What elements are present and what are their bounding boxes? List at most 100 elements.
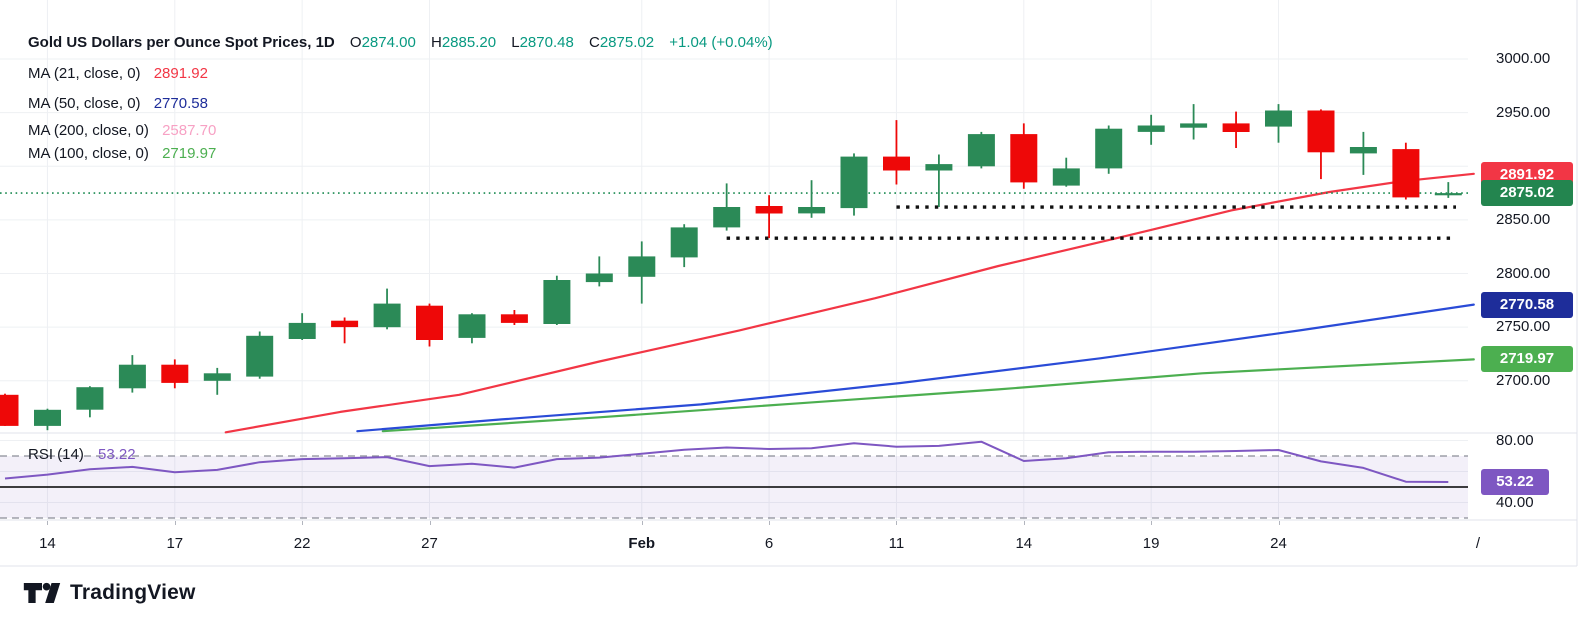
time-axis-tick bbox=[1151, 521, 1153, 525]
candle-body bbox=[0, 394, 19, 426]
ma21-legend-row[interactable]: MA (21, close, 0) 2891.92 bbox=[28, 64, 208, 84]
time-axis-label: 11 bbox=[888, 535, 905, 552]
ma-line-ma50 bbox=[356, 303, 1475, 433]
candle-body bbox=[1307, 110, 1335, 153]
high-value: 2885.20 bbox=[441, 34, 497, 51]
time-axis-tick bbox=[174, 521, 176, 525]
ma50-legend-row[interactable]: MA (50, close, 0) 2770.58 bbox=[28, 94, 208, 114]
low-label: L bbox=[511, 34, 520, 51]
candle-body bbox=[713, 207, 741, 228]
candle-body bbox=[500, 314, 528, 323]
tradingview-logo-text: TradingView bbox=[70, 581, 196, 604]
open-label: O bbox=[349, 34, 362, 51]
candle-body bbox=[883, 156, 910, 171]
time-axis-label: / bbox=[1475, 535, 1481, 552]
tradingview-logo-icon bbox=[23, 582, 61, 603]
candle-body bbox=[246, 335, 274, 377]
ma200-label: MA (200, close, 0) bbox=[28, 122, 149, 139]
ma200-value: 2587.70 bbox=[162, 122, 217, 139]
high-label: H bbox=[431, 34, 442, 51]
candle-body bbox=[543, 280, 571, 324]
time-axis-tick bbox=[769, 521, 771, 525]
candle-body bbox=[840, 156, 868, 209]
time-axis-label: 27 bbox=[421, 535, 438, 552]
candle-body bbox=[1349, 147, 1377, 154]
candle-body bbox=[373, 303, 401, 328]
candle-body bbox=[670, 227, 698, 258]
rsi-axis-label: 80.00 bbox=[1496, 431, 1534, 449]
candle-body bbox=[798, 207, 826, 214]
ma-line-ma100 bbox=[381, 358, 1475, 433]
rsi-value: 53.22 bbox=[98, 446, 136, 463]
candle-body bbox=[585, 273, 613, 283]
price-axis-label: 2800.00 bbox=[1496, 264, 1551, 282]
time-axis-label: 22 bbox=[293, 535, 311, 552]
ma21-value: 2891.92 bbox=[153, 65, 208, 82]
time-axis-label: Feb bbox=[628, 535, 656, 552]
price-axis-label: 3000.00 bbox=[1496, 50, 1551, 67]
candle-body bbox=[967, 134, 995, 167]
candle-body bbox=[203, 373, 231, 381]
ma50-label: MA (50, close, 0) bbox=[28, 95, 141, 112]
tradingview-logo[interactable]: TradingView bbox=[22, 579, 196, 607]
low-value: 2870.48 bbox=[519, 34, 574, 51]
candle-body bbox=[1095, 128, 1123, 169]
ma50-value: 2770.58 bbox=[153, 95, 208, 112]
candle-body bbox=[34, 409, 61, 426]
price-axis-label: 2850.00 bbox=[1496, 210, 1551, 228]
candle-body bbox=[1052, 168, 1080, 186]
change-value: +1.04 (+0.04%) bbox=[669, 34, 773, 51]
candles-layer bbox=[0, 104, 1462, 431]
time-axis-tick bbox=[302, 521, 304, 525]
candle-body bbox=[1222, 123, 1250, 132]
time-axis-tick bbox=[1023, 521, 1025, 525]
price-axis-label: 2700.00 bbox=[1496, 371, 1551, 389]
time-axis-label: 17 bbox=[166, 535, 184, 552]
ma200-legend-row[interactable]: MA (200, close, 0) 2587.70 bbox=[28, 121, 216, 141]
chart-canvas[interactable] bbox=[0, 0, 1592, 568]
candle-body bbox=[161, 364, 189, 383]
candle-body bbox=[925, 164, 953, 171]
time-axis-tick bbox=[1278, 521, 1280, 525]
price-axis-label: 2950.00 bbox=[1496, 103, 1551, 121]
candle-body bbox=[1010, 134, 1038, 183]
ma100-value: 2719.97 bbox=[162, 145, 217, 162]
close-value: 2875.02 bbox=[599, 34, 655, 51]
symbol-legend-row[interactable]: Gold US Dollars per Ounce Spot Prices, 1… bbox=[28, 33, 773, 53]
time-axis-tick bbox=[47, 521, 49, 525]
close-label: C bbox=[589, 34, 600, 51]
rsi-axis-label: 40.00 bbox=[1496, 493, 1534, 511]
ma21-label: MA (21, close, 0) bbox=[28, 65, 141, 82]
time-axis-label: 19 bbox=[1142, 535, 1160, 552]
time-axis-tick bbox=[641, 521, 643, 525]
candle-body bbox=[1265, 110, 1292, 127]
candle-body bbox=[76, 387, 104, 410]
ma100-legend-row[interactable]: MA (100, close, 0) 2719.97 bbox=[28, 144, 216, 164]
candle-body bbox=[458, 314, 486, 338]
open-value: 2874.00 bbox=[361, 34, 416, 51]
time-axis-tick bbox=[896, 521, 898, 525]
candle-body bbox=[331, 320, 359, 328]
candle-body bbox=[1180, 123, 1208, 128]
time-axis-label: 14 bbox=[39, 535, 56, 552]
price-axis-label: 2750.00 bbox=[1496, 318, 1551, 336]
candle-body bbox=[416, 305, 443, 340]
last-price-badge: 2875.02 bbox=[1481, 180, 1573, 207]
candle-body bbox=[628, 256, 656, 277]
time-axis-label: 24 bbox=[1270, 535, 1287, 552]
ma100-price-badge: 2719.97 bbox=[1481, 346, 1573, 373]
time-axis-label: 6 bbox=[764, 535, 774, 552]
rsi-label: RSI (14) bbox=[28, 446, 84, 463]
ma50-price-badge: 2770.58 bbox=[1481, 292, 1573, 319]
ma100-label: MA (100, close, 0) bbox=[28, 145, 149, 162]
ma-line-ma21 bbox=[224, 172, 1475, 434]
rsi-line bbox=[4, 440, 1449, 483]
time-axis-tick bbox=[429, 521, 431, 525]
candle-body bbox=[118, 364, 146, 389]
rsi-legend-row[interactable]: RSI (14) 53.22 bbox=[28, 446, 136, 463]
candle-body bbox=[1137, 125, 1165, 132]
candle-body bbox=[1434, 193, 1462, 196]
candle-body bbox=[755, 206, 783, 214]
candle-body bbox=[288, 322, 316, 339]
